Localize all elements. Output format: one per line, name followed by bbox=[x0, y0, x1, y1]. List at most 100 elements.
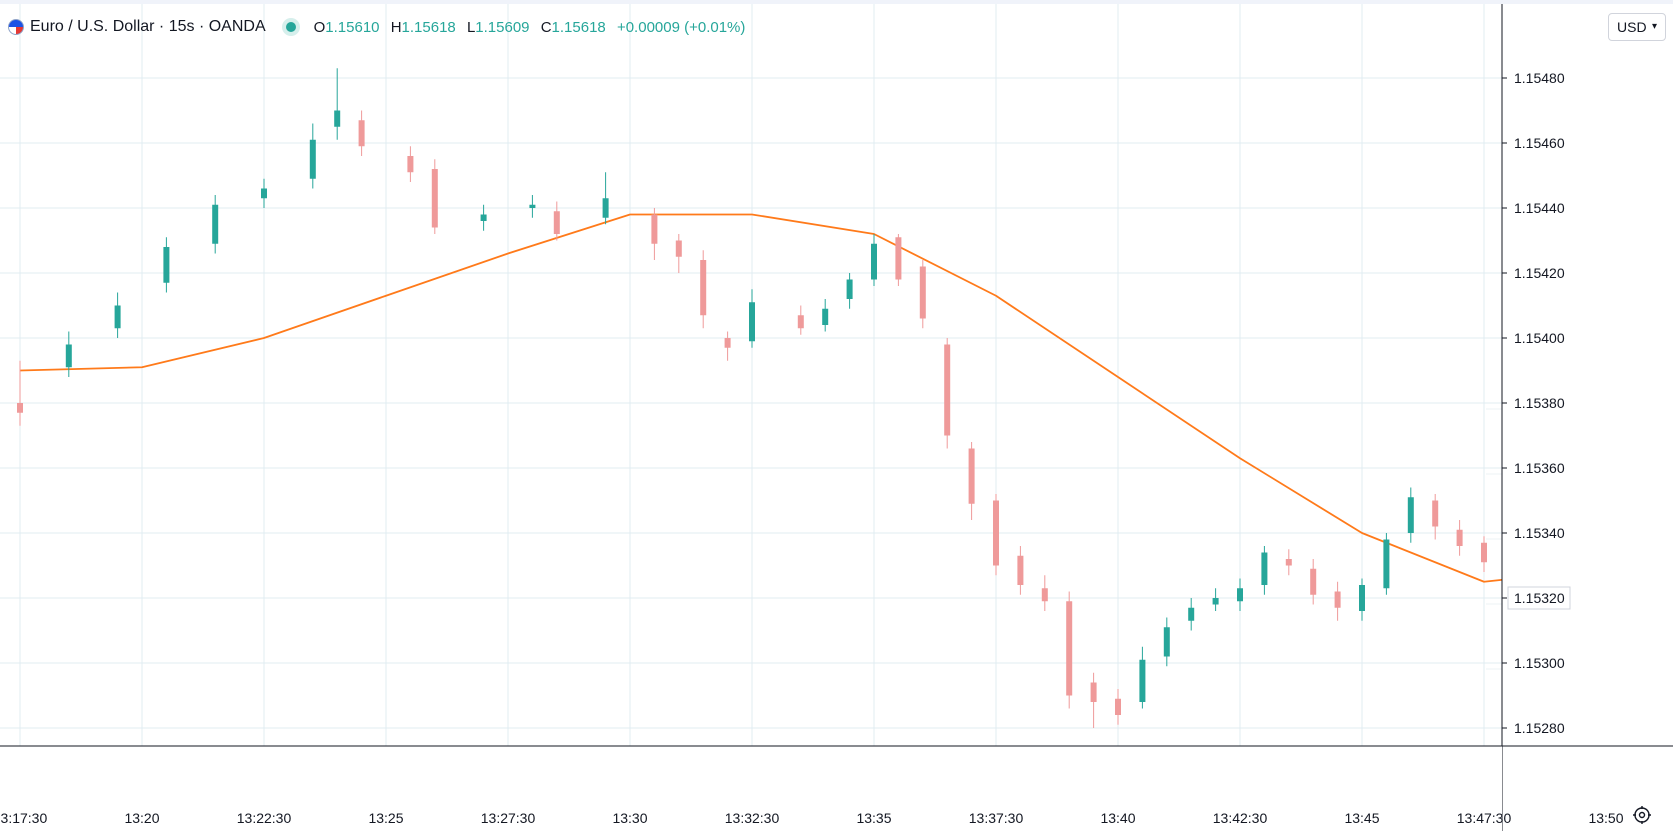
low-label: L bbox=[466, 18, 476, 36]
candle-body-25 bbox=[919, 266, 926, 319]
y-tick-label-0: 1.15480 bbox=[1514, 70, 1565, 86]
last-price-label: 1.15320 bbox=[1514, 590, 1565, 606]
candle-body-15 bbox=[651, 214, 658, 244]
candle-body-40 bbox=[1285, 559, 1292, 566]
candle-body-39 bbox=[1261, 552, 1268, 585]
y-tick-label-4: 1.15400 bbox=[1514, 330, 1565, 346]
last-price-box bbox=[1507, 586, 1571, 610]
candle-body-38 bbox=[1237, 588, 1243, 602]
candle-body-12 bbox=[529, 204, 536, 208]
x-tick-label-6: 13:32:30 bbox=[725, 810, 780, 826]
y-tick-label-5: 1.15380 bbox=[1514, 395, 1565, 411]
candle-body-26 bbox=[944, 344, 951, 436]
candle-body-45 bbox=[1407, 497, 1414, 533]
moving-average bbox=[19, 213, 1673, 583]
market-status-dot-icon bbox=[285, 22, 296, 32]
candle-body-9 bbox=[407, 156, 414, 173]
candle-body-31 bbox=[1066, 601, 1073, 696]
candle-body-33 bbox=[1115, 698, 1121, 715]
y-tick-label-10: 1.15280 bbox=[1514, 720, 1565, 736]
x-tick-label-1: 13:20 bbox=[124, 810, 159, 826]
candle-body-34 bbox=[1139, 659, 1146, 702]
candle-body-43 bbox=[1359, 585, 1365, 611]
candle-body-13 bbox=[553, 211, 560, 234]
candle-body-6 bbox=[309, 139, 316, 179]
high-value: 1.15618 bbox=[401, 18, 456, 36]
candle-body-37 bbox=[1212, 598, 1219, 605]
candle-body-44 bbox=[1383, 539, 1390, 589]
candle-body-20 bbox=[797, 315, 804, 329]
close-value: 1.15618 bbox=[551, 18, 606, 36]
candle-body-10 bbox=[431, 169, 438, 228]
candle-body-2 bbox=[114, 305, 121, 329]
low-value: 1.15609 bbox=[475, 18, 530, 36]
x-tick-label-7: 13:35 bbox=[856, 810, 891, 826]
x-tick-label-2: 13:22:30 bbox=[237, 810, 292, 826]
x-tick-label-4: 13:27:30 bbox=[481, 810, 536, 826]
candle-body-23 bbox=[871, 243, 877, 280]
candle-body-24 bbox=[895, 237, 902, 280]
dropdown-chevron-icon: ▾ bbox=[1651, 21, 1657, 32]
instrument-logo-icon bbox=[8, 19, 24, 35]
price-axis-bg bbox=[1502, 4, 1673, 831]
x-tick-label-13: 13:50 bbox=[1588, 810, 1623, 826]
symbol-title[interactable]: Euro / U.S. Dollar · 15s · OANDA bbox=[30, 18, 266, 35]
y-tick-label-7: 1.15340 bbox=[1514, 525, 1565, 541]
top-border bbox=[0, 0, 1673, 4]
x-tick-label-9: 13:40 bbox=[1100, 810, 1135, 826]
candle-body-16 bbox=[675, 240, 682, 257]
currency-dropdown[interactable]: USD ▾ bbox=[1608, 13, 1666, 41]
candle-body-21 bbox=[822, 308, 829, 325]
candle-body-0 bbox=[17, 403, 23, 413]
settings-gear-icon[interactable] bbox=[1631, 804, 1653, 826]
ma-line-15s bbox=[19, 213, 1673, 583]
candle-body-19 bbox=[749, 302, 755, 342]
change-value: +0.00009 (+0.01%) bbox=[616, 18, 746, 36]
close-label: C bbox=[540, 18, 552, 36]
candle-body-30 bbox=[1041, 588, 1048, 602]
x-tick-label-11: 13:45 bbox=[1344, 810, 1379, 826]
candle-body-22 bbox=[846, 279, 853, 299]
y-tick-label-2: 1.15440 bbox=[1514, 200, 1565, 216]
candle-body-28 bbox=[993, 500, 999, 566]
currency-label: USD bbox=[1617, 19, 1647, 35]
candle-body-47 bbox=[1456, 529, 1463, 546]
candle-body-35 bbox=[1163, 627, 1170, 657]
x-tick-label-10: 13:42:30 bbox=[1213, 810, 1268, 826]
candle-body-17 bbox=[700, 260, 707, 316]
candle-body-3 bbox=[163, 247, 170, 283]
candle-body-18 bbox=[724, 338, 731, 348]
candle-body-11 bbox=[480, 214, 487, 221]
y-tick-label-3: 1.15420 bbox=[1514, 265, 1565, 281]
candle-body-29 bbox=[1017, 555, 1024, 585]
x-tick-label-0: 13:17:30 bbox=[0, 810, 47, 826]
y-tick-label-9: 1.15300 bbox=[1514, 655, 1565, 671]
chart-header: Euro / U.S. Dollar · 15s · OANDA O1.1561… bbox=[8, 14, 752, 40]
x-tick-label-12: 13:47:30 bbox=[1457, 810, 1512, 826]
high-label: H bbox=[390, 18, 402, 36]
ohlc-readout: O1.15610 H1.15618 L1.15609 C1.15618 +0.0… bbox=[314, 19, 753, 36]
candle-body-5 bbox=[261, 188, 267, 199]
candle-body-4 bbox=[212, 204, 219, 244]
candle-body-8 bbox=[358, 120, 365, 147]
candle-body-46 bbox=[1432, 500, 1439, 527]
y-tick-label-6: 1.15360 bbox=[1514, 460, 1565, 476]
candle-body-48 bbox=[1481, 542, 1487, 563]
candle-body-1 bbox=[65, 344, 72, 368]
candle-body-27 bbox=[968, 448, 975, 504]
x-tick-label-5: 13:30 bbox=[612, 810, 647, 826]
axes: 1.15480 1.15460 1.15440 1.15420 1.15400 1.153… bbox=[0, 4, 1673, 831]
open-label: O bbox=[313, 18, 326, 36]
y-tick-label-1: 1.15460 bbox=[1514, 135, 1565, 151]
candle-body-36 bbox=[1188, 607, 1195, 621]
x-tick-label-3: 13:25 bbox=[368, 810, 403, 826]
candle-body-42 bbox=[1334, 591, 1341, 608]
candle-body-7 bbox=[334, 110, 341, 127]
candle-body-41 bbox=[1310, 568, 1317, 595]
candle-body-32 bbox=[1090, 682, 1097, 702]
open-value: 1.15610 bbox=[325, 18, 380, 36]
time-axis-bg bbox=[0, 746, 1502, 831]
candle-body-14 bbox=[602, 198, 609, 218]
